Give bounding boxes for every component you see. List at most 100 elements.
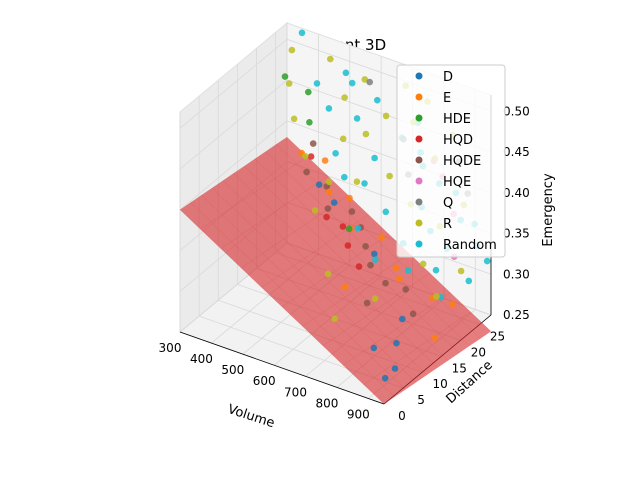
x-tick-label: 800 [315,396,338,410]
tick-labels: 300 400 500 600 700 800 900 05 10 15 20 25 0.25 0.30 0… [159,104,530,423]
point-d [381,374,389,382]
legend-marker-hqd [415,135,423,143]
z-tick-label: 0.50 [503,104,530,118]
z-tick-label: 0.35 [503,227,530,241]
point-random [348,79,356,87]
z-axis-label: Emergency [541,173,556,247]
point-r [325,178,333,186]
z-tick-label: 0.45 [503,145,530,159]
legend: DE HDE HQD HQDE HQE QR Random [396,64,506,258]
y-tick-label: 15 [452,361,467,375]
y-tick-label: 25 [490,330,505,344]
point-hqde [303,168,310,176]
legend-marker-q [415,198,423,206]
point-e [326,188,333,196]
legend-marker-r [415,219,423,227]
point-r [386,172,393,180]
legend-label-d: D [443,70,453,85]
point-d [391,365,399,372]
point-random [353,115,361,122]
point-hqde [367,261,374,269]
point-random [374,96,381,104]
point-hde [281,73,289,80]
legend-label-q: Q [443,196,453,211]
z-tick-label: 0.40 [503,186,530,200]
z-grid-left [179,38,288,129]
point-r [457,267,465,275]
point-hqde [409,310,417,318]
legend-marker-hqe [415,177,423,185]
point-hqde [402,286,410,293]
point-d [315,181,323,188]
point-hde [345,225,353,233]
point-hqde [324,205,332,212]
point-e [431,334,439,342]
point-r [339,135,347,143]
point-e [346,194,353,202]
x-tick-label: 400 [190,352,213,366]
x-tick-label: 900 [347,408,370,422]
point-hde [306,119,313,126]
point-d [371,250,378,258]
point-hqde [309,140,317,147]
legend-label-random: Random [443,238,497,253]
point-e [449,300,456,308]
point-hde [305,88,312,96]
pareto-surface [179,136,492,405]
legend-label-hde: HDE [443,112,471,127]
point-random [361,180,368,187]
point-r [311,207,319,214]
point-hqd [339,223,347,230]
legend-label-hqde: HQDE [443,154,481,169]
point-r [419,260,427,268]
point-r [331,315,339,323]
point-d [399,315,406,323]
point-random [371,154,378,162]
point-hqd [307,153,315,160]
point-random [404,267,412,274]
surface-patch [459,311,492,339]
legend-marker-d [415,72,423,80]
legend-marker-hde [415,114,423,122]
point-r [341,94,348,101]
point-random [432,266,440,274]
x-tick-label: 500 [221,363,244,377]
point-d [330,199,338,206]
point-e [392,264,400,272]
point-r [361,76,369,83]
point-r [285,80,293,87]
point-random [465,277,473,285]
point-random [313,80,321,87]
point-r [362,130,370,138]
legend-label-e: E [443,91,451,106]
point-d [393,339,400,347]
point-e [396,275,403,283]
point-hqde [363,299,371,307]
point-random [483,257,491,265]
legend-label-hqd: HQD [443,133,473,148]
point-r [324,270,332,278]
point-hqde [382,279,389,287]
x-tick-label: 600 [253,374,276,388]
point-r [288,46,296,54]
point-random [342,69,350,77]
legend-marker-hqde [415,156,423,164]
point-random [354,224,362,232]
y-tick-label: 20 [471,345,486,359]
point-hqd [344,242,352,249]
legend-label-hqe: HQE [443,175,471,190]
y-tick-label: 10 [433,377,448,391]
point-hqd [323,213,330,221]
x-tick-label: 300 [159,341,182,355]
legend-label-r: R [443,217,452,232]
z-grid-left [179,120,288,211]
point-r [302,152,309,160]
point-random [341,173,348,181]
point-random [332,150,339,157]
point-hqd [355,263,363,270]
z-grid-left [179,79,288,170]
y-tick-label: 0 [398,409,406,423]
y-tick-label: 5 [417,393,425,407]
point-r [433,293,440,300]
point-q [366,78,374,86]
